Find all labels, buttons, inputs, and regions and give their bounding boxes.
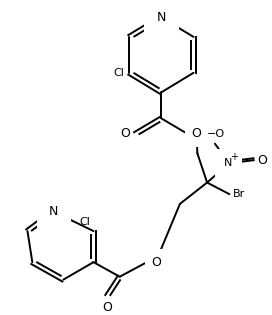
Text: Br: Br: [233, 189, 246, 199]
Text: +: +: [230, 152, 238, 162]
Text: O: O: [120, 128, 130, 140]
Text: O: O: [191, 128, 202, 140]
Text: −O: −O: [207, 129, 225, 139]
Text: O: O: [151, 256, 161, 269]
Text: Cl: Cl: [80, 217, 91, 227]
Text: N: N: [157, 11, 166, 24]
Text: O: O: [258, 154, 267, 167]
Text: O: O: [102, 301, 112, 314]
Text: Cl: Cl: [114, 68, 125, 78]
Text: N: N: [224, 158, 233, 168]
Text: N: N: [49, 205, 58, 218]
